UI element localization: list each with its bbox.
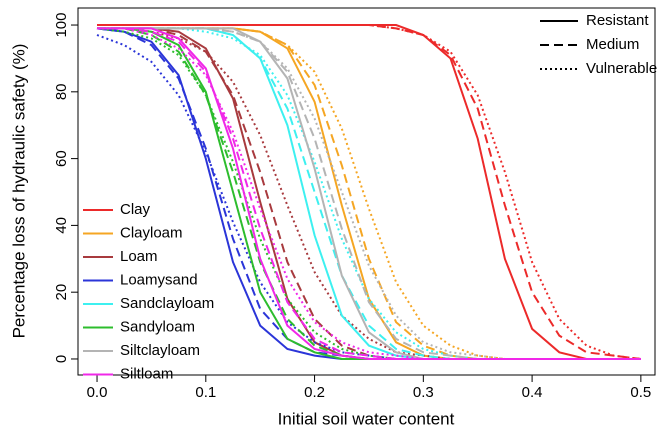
x-tick-label: 0.1 — [195, 384, 216, 401]
x-tick-label: 0.5 — [630, 384, 651, 401]
y-tick-label: 0 — [53, 355, 70, 363]
y-tick-label: 80 — [53, 83, 70, 100]
legend-label: Sandyloam — [120, 318, 195, 335]
legend-label: Siltloam — [120, 365, 173, 382]
legend-label: Vulnerable — [586, 60, 657, 77]
x-tick-label: 0.4 — [522, 384, 543, 401]
legend-label: Clayloam — [120, 224, 183, 241]
legend-label: Resistant — [586, 12, 649, 29]
curve — [97, 27, 641, 360]
x-tick-label: 0.3 — [413, 384, 434, 401]
legend-label: Loamysand — [120, 271, 198, 288]
x-tick-label: 0.2 — [304, 384, 325, 401]
x-tick-label: 0.0 — [87, 384, 108, 401]
legend-label: Medium — [586, 36, 639, 53]
curve — [96, 34, 641, 360]
y-axis-label: Percentage loss of hydraulic safety (%) — [9, 44, 28, 339]
curve — [97, 27, 641, 360]
x-axis-label: Initial soil water content — [278, 409, 455, 428]
y-tick-label: 20 — [53, 284, 70, 301]
legend-label: Sandclayloam — [120, 295, 214, 312]
legend-label: Siltclayloam — [120, 342, 200, 359]
plot-frame — [77, 7, 656, 376]
legend-label: Loam — [120, 248, 158, 265]
y-tick-label: 100 — [53, 13, 70, 38]
y-tick-label: 60 — [53, 150, 70, 167]
y-tick-label: 40 — [53, 217, 70, 234]
curve — [97, 24, 642, 360]
legend-label: Clay — [120, 201, 151, 218]
